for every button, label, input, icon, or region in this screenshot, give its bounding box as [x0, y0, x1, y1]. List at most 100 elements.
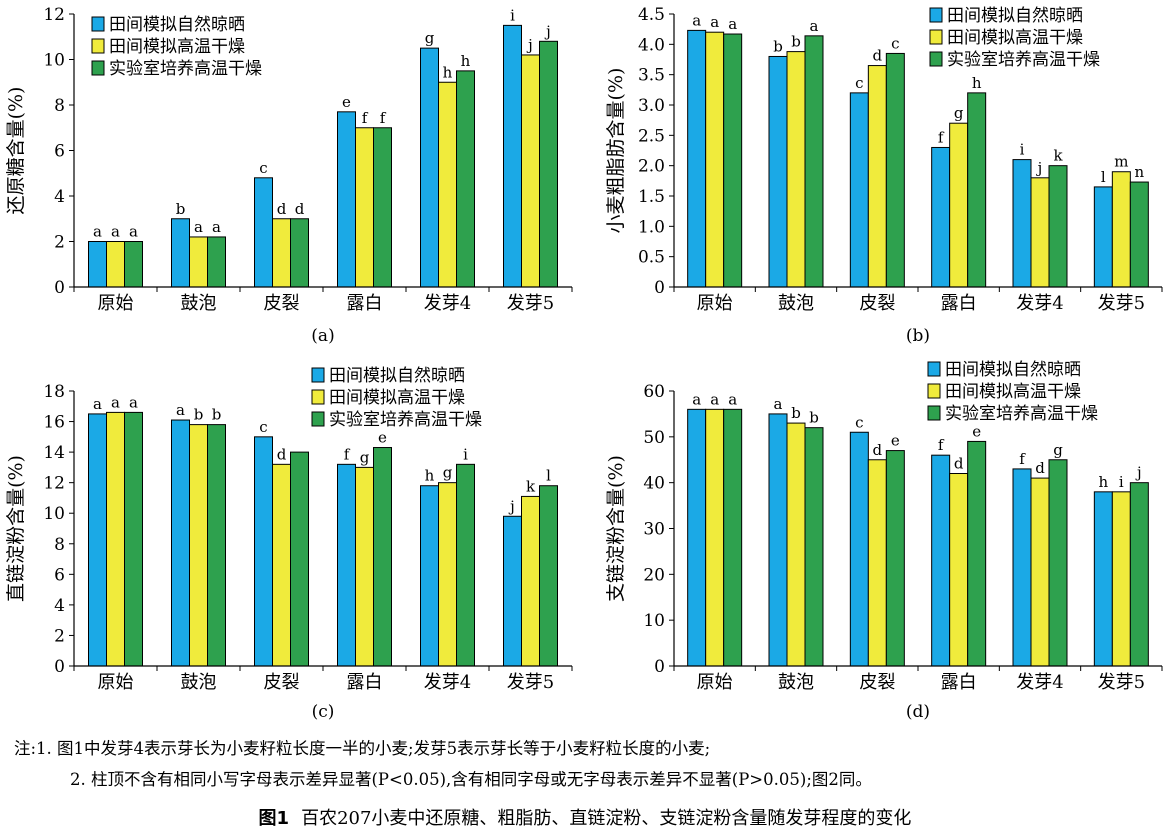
x-tick-label: 皮裂 [859, 293, 895, 314]
legend-swatch [929, 51, 943, 67]
x-tick-label: 露白 [347, 293, 383, 314]
bar [171, 419, 190, 667]
bar [337, 463, 356, 667]
bar [189, 236, 208, 288]
bar [539, 485, 558, 667]
legend-swatch [91, 60, 105, 76]
significance-letter: a [111, 223, 120, 241]
y-tick-label: 4 [54, 596, 65, 616]
significance-letter: i [463, 445, 468, 463]
legend-label: 田间模拟自然晾晒 [945, 360, 1081, 380]
x-tick-label: 鼓泡 [181, 672, 217, 693]
significance-letter: k [526, 477, 536, 495]
significance-letter: a [111, 393, 120, 411]
legend-swatch [91, 16, 105, 32]
bar [88, 241, 107, 288]
legend-swatch [311, 367, 325, 383]
panel-label: (b) [906, 326, 930, 346]
significance-letter: a [93, 395, 102, 413]
significance-letter: a [728, 390, 737, 408]
panel-label: (d) [906, 702, 930, 722]
bar [1129, 482, 1149, 667]
bar [931, 454, 951, 667]
significance-letter: m [1114, 153, 1128, 171]
y-tick-label: 8 [54, 535, 65, 555]
significance-letter: a [194, 218, 203, 236]
y-tick-label: 4 [54, 187, 65, 207]
bar [867, 459, 887, 667]
y-tick-label: 2.5 [638, 126, 665, 146]
bar [438, 482, 457, 667]
panel-label: (a) [311, 326, 334, 346]
significance-letter: i [1119, 473, 1124, 491]
bar [254, 177, 273, 288]
y-axis-title: 小麦粗脂肪含量(%) [605, 68, 627, 234]
bar [88, 413, 107, 667]
significance-letter: f [938, 436, 945, 454]
bar [420, 47, 439, 288]
bar [967, 92, 987, 288]
x-tick-label: 发芽5 [1098, 672, 1145, 693]
bar [124, 411, 143, 667]
y-tick-label: 2 [54, 626, 65, 646]
legend-swatch [311, 411, 325, 427]
significance-letter: a [93, 223, 102, 241]
y-axis-title: 直链淀粉含量(%) [5, 455, 27, 602]
significance-letter: d [1035, 459, 1045, 477]
significance-letter: j [544, 22, 551, 40]
bar [687, 408, 707, 667]
legend-label: 田间模拟高温干燥 [329, 388, 465, 408]
legend-label: 田间模拟自然晾晒 [109, 15, 245, 35]
significance-letter: h [461, 52, 471, 70]
figure-title: 百农207小麦中还原糖、粗脂肪、直链淀粉、支链淀粉含量随发芽程度的变化 [301, 808, 912, 829]
bar [290, 218, 309, 288]
bar [1048, 165, 1068, 288]
bar [438, 81, 457, 288]
bar [355, 127, 374, 288]
significance-letter: j [508, 497, 515, 515]
significance-letter: c [855, 74, 863, 92]
bar [290, 451, 309, 667]
significance-letter: e [972, 422, 981, 440]
bar [885, 52, 905, 288]
x-tick-label: 原始 [98, 293, 134, 314]
bar [931, 146, 951, 288]
bar [503, 515, 522, 667]
significance-letter: h [972, 74, 982, 92]
bar [189, 424, 208, 667]
x-tick-label: 露白 [347, 672, 383, 693]
legend-swatch [91, 38, 105, 54]
significance-letter: g [954, 104, 964, 122]
bar [867, 65, 887, 288]
bar [1048, 459, 1068, 667]
y-tick-label: 8 [54, 96, 65, 116]
bar [949, 473, 969, 667]
y-tick-label: 0 [54, 657, 65, 677]
legend-label: 实验室培养高温干燥 [109, 59, 262, 79]
significance-letter: a [710, 13, 719, 31]
y-tick-label: 3.0 [638, 96, 665, 116]
significance-letter: b [791, 404, 801, 422]
significance-letter: g [360, 448, 370, 466]
y-axis-title: 支链淀粉含量(%) [605, 455, 627, 602]
x-tick-label: 发芽4 [1016, 672, 1063, 693]
significance-letter: b [773, 37, 783, 55]
y-tick-label: 2.0 [638, 157, 665, 177]
bar [124, 241, 143, 288]
significance-letter: l [546, 467, 551, 485]
significance-letter: d [277, 445, 287, 463]
significance-letter: b [809, 409, 819, 427]
bar [786, 51, 806, 288]
bar [1111, 171, 1131, 288]
significance-letter: f [380, 109, 387, 127]
significance-letter: a [774, 395, 783, 413]
x-tick-label: 露白 [941, 293, 977, 314]
bar [503, 24, 522, 288]
significance-letter: h [443, 63, 453, 81]
bar [337, 111, 356, 288]
significance-letter: a [129, 393, 138, 411]
y-tick-label: 14 [43, 443, 65, 463]
y-tick-label: 10 [43, 51, 65, 71]
